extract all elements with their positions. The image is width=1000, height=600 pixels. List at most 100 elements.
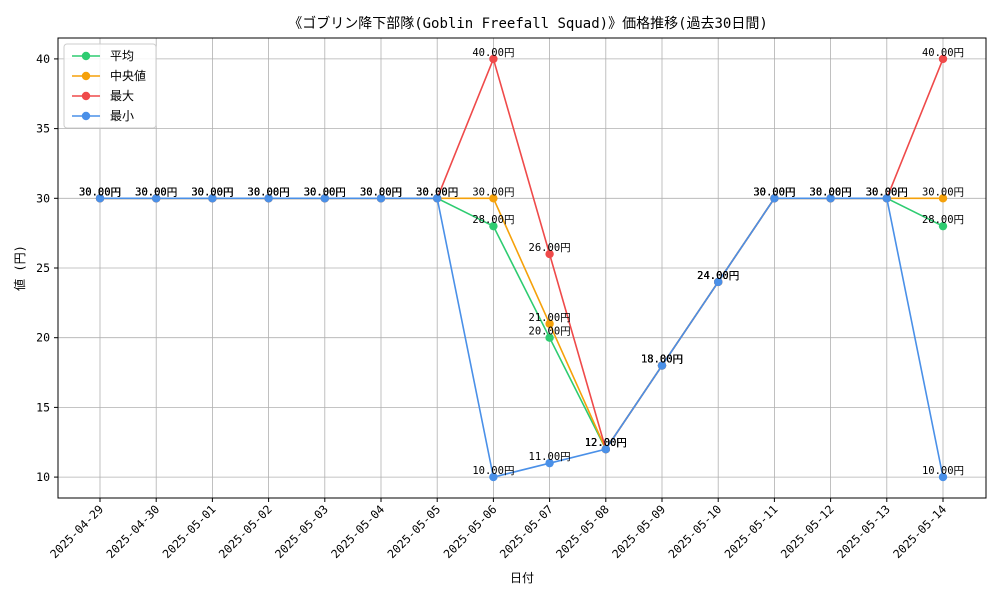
data-point <box>489 54 498 64</box>
data-label: 30.00円 <box>922 186 964 198</box>
grid <box>58 38 986 498</box>
y-tick-label: 30 <box>36 191 50 205</box>
data-label: 26.00円 <box>529 242 571 254</box>
data-label: 30.00円 <box>79 186 121 198</box>
data-label: 30.00円 <box>753 186 795 198</box>
series-line-1 <box>100 197 943 451</box>
x-axis-label: 日付 <box>510 571 534 585</box>
data-label: 30.00円 <box>79 186 121 198</box>
y-tick-label: 35 <box>36 122 50 136</box>
data-label: 30.00円 <box>360 186 402 198</box>
data-label: 18.00円 <box>641 354 683 366</box>
data-point <box>601 445 610 454</box>
data-label: 30.00円 <box>810 186 852 198</box>
x-tick-label: 2025-05-02 <box>216 502 275 561</box>
data-label: 30.00円 <box>248 186 290 198</box>
data-label: 30.00円 <box>191 186 233 198</box>
x-tick-label: 2025-05-05 <box>384 502 443 561</box>
data-label: 12.00円 <box>585 437 627 449</box>
data-point <box>770 194 779 203</box>
data-label: 30.00円 <box>248 186 290 198</box>
data-label: 30.00円 <box>248 186 290 198</box>
data-point <box>152 194 161 203</box>
data-label: 12.00円 <box>585 437 627 449</box>
data-point <box>545 333 554 342</box>
data-label: 30.00円 <box>810 186 852 198</box>
data-point <box>489 194 498 203</box>
data-label: 24.00円 <box>697 270 739 282</box>
data-label: 28.00円 <box>472 214 514 226</box>
data-label: 12.00円 <box>585 437 627 449</box>
data-label: 30.00円 <box>360 186 402 198</box>
data-point <box>433 194 442 203</box>
data-label: 18.00円 <box>641 354 683 366</box>
y-axis-label: 値 (円) <box>12 245 27 291</box>
x-tick-label: 2025-04-29 <box>47 502 106 561</box>
data-point <box>882 194 891 203</box>
x-tick-label: 2025-05-14 <box>890 502 949 561</box>
data-label: 30.00円 <box>472 186 514 198</box>
data-label: 30.00円 <box>866 186 908 198</box>
data-point <box>938 221 948 231</box>
x-tick-label: 2025-05-06 <box>441 502 500 561</box>
data-label: 30.00円 <box>79 186 121 198</box>
data-point <box>826 194 835 203</box>
data-label: 21.00円 <box>529 312 571 324</box>
x-axis: 2025-04-292025-04-302025-05-012025-05-02… <box>47 498 949 561</box>
data-label: 12.00円 <box>585 437 627 449</box>
data-label: 40.00円 <box>472 47 514 59</box>
data-point <box>545 319 554 328</box>
data-point <box>657 361 667 370</box>
data-label: 30.00円 <box>135 186 177 198</box>
data-label: 30.00円 <box>810 186 852 198</box>
data-point <box>938 472 948 482</box>
data-label: 30.00円 <box>753 186 795 198</box>
data-label: 30.00円 <box>360 186 402 198</box>
legend-entry: 平均 <box>110 49 134 63</box>
data-label: 30.00円 <box>135 186 177 198</box>
y-tick-label: 25 <box>36 261 50 275</box>
legend-entry: 最小 <box>110 109 134 123</box>
legend-entry: 中央値 <box>110 68 146 83</box>
x-tick-label: 2025-04-30 <box>103 502 162 561</box>
data-label: 18.00円 <box>641 354 683 366</box>
data-label: 30.00円 <box>866 186 908 198</box>
data-point <box>320 194 329 203</box>
legend-box <box>63 43 157 129</box>
data-point <box>545 458 554 468</box>
data-label: 30.00円 <box>866 186 908 198</box>
data-point <box>264 194 273 203</box>
data-label: 10.00円 <box>472 465 514 477</box>
data-label: 30.00円 <box>360 186 402 198</box>
data-point <box>545 249 554 259</box>
data-label: 30.00円 <box>304 186 346 198</box>
x-tick-label: 2025-05-03 <box>272 502 331 561</box>
data-point <box>489 472 498 482</box>
x-tick-label: 2025-05-01 <box>160 502 219 561</box>
legend-marker <box>81 51 91 61</box>
data-point <box>376 194 386 203</box>
data-point <box>938 54 948 64</box>
y-axis: 10 15 20 25 30 35 40 <box>36 52 58 484</box>
data-label: 30.00円 <box>304 186 346 198</box>
data-point <box>208 194 217 203</box>
data-label: 30.00円 <box>810 186 852 198</box>
data-label: 40.00円 <box>922 47 964 59</box>
data-label: 24.00円 <box>697 270 739 282</box>
x-tick-label: 2025-05-10 <box>665 502 724 561</box>
data-label: 30.00円 <box>753 186 795 198</box>
data-label: 30.00円 <box>79 186 121 198</box>
data-label: 30.00円 <box>866 186 908 198</box>
data-label: 30.00円 <box>416 186 458 198</box>
data-label: 30.00円 <box>191 186 233 198</box>
y-tick-label: 10 <box>36 470 50 484</box>
data-label: 30.00円 <box>191 186 233 198</box>
series-line-0 <box>100 197 944 451</box>
data-label: 30.00円 <box>304 186 346 198</box>
x-tick-label: 2025-05-07 <box>497 502 556 561</box>
data-label: 30.00円 <box>416 186 458 198</box>
y-tick-label: 40 <box>36 52 50 66</box>
x-tick-label: 2025-05-11 <box>722 502 781 561</box>
data-label: 24.00円 <box>697 270 739 282</box>
x-tick-label: 2025-05-13 <box>834 502 893 561</box>
